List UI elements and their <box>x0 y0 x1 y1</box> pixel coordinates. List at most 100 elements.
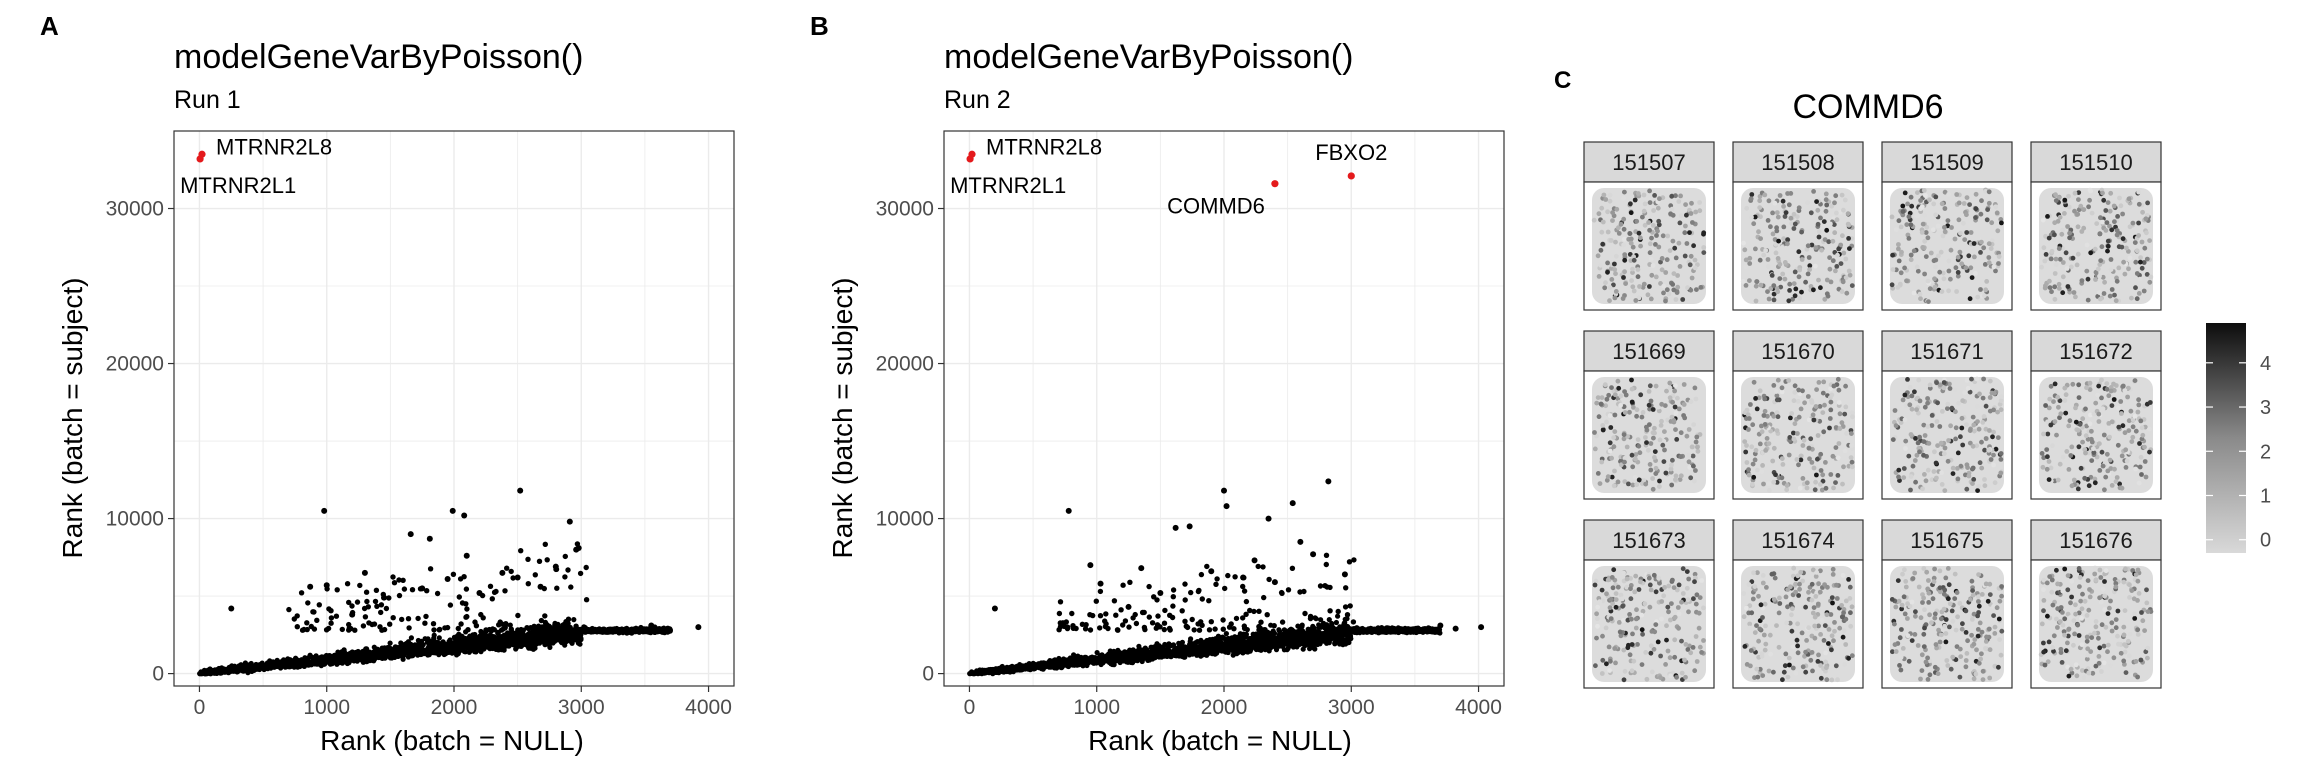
panel-a-point <box>299 627 306 633</box>
panel-a-point <box>425 636 431 642</box>
panel-a-point-label: MTRNR2L8 <box>216 134 332 159</box>
panel-a-point <box>339 626 345 633</box>
panel-a-outlier-point <box>381 594 387 601</box>
panel-a-point <box>305 600 311 606</box>
panel-a-point <box>511 633 517 639</box>
panel-a-title: modelGeneVarByPoisson() <box>174 38 583 76</box>
panel-a-point <box>452 645 458 651</box>
panel-a-point <box>406 644 412 650</box>
panel-a-outlier-point <box>321 507 328 514</box>
panel-a-point <box>329 655 335 661</box>
panel-a-point <box>333 613 340 619</box>
panel-a-point <box>314 617 320 623</box>
panel-b-point <box>1336 639 1342 646</box>
panel-a-point <box>334 661 340 667</box>
panel-a-point <box>526 640 532 646</box>
panel-a-point <box>328 615 335 621</box>
panel-a-x-tick-label: 1000 <box>303 696 350 719</box>
panel-a-point <box>534 627 540 633</box>
panel-a-point <box>357 582 363 589</box>
panel-a-point <box>522 634 528 640</box>
panel-a-outlier-point <box>537 583 544 590</box>
panel-b: B modelGeneVarByPoisson() Run 2 MTRNR2L8… <box>810 11 1505 756</box>
panel-a-point <box>502 588 508 594</box>
panel-a-point <box>323 654 329 660</box>
panel-a-point <box>532 572 538 578</box>
panel-a-point <box>572 627 578 633</box>
panel-a-points <box>197 487 702 677</box>
panel-a-point <box>491 627 497 633</box>
panel-a-y-tick-label: 0 <box>152 663 164 686</box>
panel-a-point <box>504 565 510 571</box>
panel-a-point <box>366 650 372 656</box>
panel-a-point <box>554 585 560 591</box>
panel-a-point <box>603 627 609 633</box>
panel-a-x-label: Rank (batch = NULL) <box>320 725 584 756</box>
panel-b-point <box>1309 644 1315 650</box>
panel-a-point <box>277 664 284 671</box>
panel-a-y-label: Rank (batch = subject) <box>57 278 88 559</box>
panel-a-point <box>547 625 553 631</box>
panel-a-point <box>563 634 569 640</box>
panel-a-point <box>373 587 380 593</box>
panel-a-point <box>352 657 359 664</box>
panel-a-point <box>507 640 513 646</box>
panel-a-x-tick-label: 4000 <box>685 696 732 719</box>
panel-a-highlight-point <box>196 155 204 163</box>
panel-a-point <box>520 627 526 633</box>
panel-a-point <box>552 626 558 633</box>
panel-a-point <box>508 626 514 632</box>
panel-a-point <box>513 645 519 651</box>
panel-a-point <box>352 627 358 633</box>
panel-a-point <box>442 625 448 631</box>
panel-a-point <box>259 664 265 671</box>
panel-a-point <box>531 623 537 630</box>
panel-a-point <box>461 574 467 580</box>
panel-a-point <box>304 626 310 633</box>
panel-a-point <box>538 617 545 624</box>
panel-a-outlier-point <box>566 518 573 525</box>
panel-a-outlier-point <box>514 574 521 581</box>
panel-a-point <box>226 669 232 675</box>
panel-a-point <box>476 634 482 640</box>
panel-a-point <box>328 620 334 626</box>
panel-a-point <box>583 597 590 603</box>
panel-a-point <box>498 627 505 633</box>
panel-a-point <box>276 660 282 666</box>
panel-a-point <box>441 644 448 650</box>
panel-a-point <box>319 658 325 664</box>
panel-a-point <box>525 581 531 587</box>
panel-a-point <box>583 564 589 571</box>
panel-a-point <box>473 649 479 655</box>
panel-a-point <box>371 621 378 627</box>
panel-a-point <box>399 616 405 623</box>
panel-a-outlier-point <box>307 583 314 590</box>
panel-a-point <box>446 639 452 646</box>
panel-a-point <box>491 634 497 640</box>
panel-a-point <box>328 608 334 614</box>
panel-a-outlier-point <box>449 507 456 514</box>
panel-a-point <box>465 627 471 633</box>
panel-a-point <box>377 624 383 630</box>
panel-a-point <box>342 659 348 665</box>
panel-a-point <box>363 589 370 595</box>
panel-a-x-tick-label: 3000 <box>558 696 605 719</box>
panel-a-point <box>364 598 370 605</box>
panel-a-point <box>294 624 300 630</box>
panel-a-point <box>345 653 351 659</box>
panel-a-point <box>365 604 371 610</box>
panel-a-point <box>387 621 393 627</box>
panel-a-point <box>515 612 521 619</box>
panel-a-point <box>507 622 513 628</box>
panel-a-point <box>386 595 392 601</box>
panel-a-point <box>582 625 588 631</box>
panel-a-point <box>298 590 305 596</box>
panel-a-point <box>539 624 545 630</box>
panel-a-point <box>552 622 558 628</box>
panel-a-point <box>460 641 467 647</box>
panel-a-point <box>238 662 244 668</box>
panel-a-point <box>542 613 548 619</box>
panel-a-point <box>575 640 582 646</box>
